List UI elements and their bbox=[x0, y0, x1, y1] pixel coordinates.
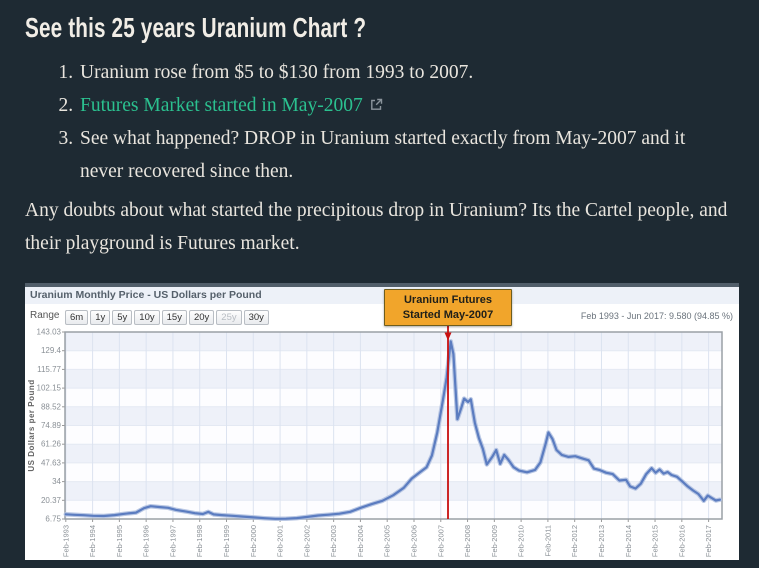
y-tick-label: 74.89 bbox=[41, 421, 62, 430]
x-tick-label: Feb-2008 bbox=[463, 525, 472, 557]
range-buttons: 6m 1y 5y 10y 15y 20y 25y 30y bbox=[65, 307, 271, 325]
chart-top-strip bbox=[25, 283, 739, 287]
x-tick-label: Feb-2006 bbox=[409, 525, 418, 557]
plot-band bbox=[65, 444, 722, 463]
annotation-line1: Uranium Futures bbox=[403, 294, 492, 306]
x-tick-label: Feb-2002 bbox=[302, 525, 311, 557]
annotation-line2: Started May-2007 bbox=[402, 308, 494, 321]
y-tick-label: 20.37 bbox=[41, 496, 62, 505]
x-tick-label: Feb-2003 bbox=[329, 525, 338, 557]
x-tick-label: Feb-2016 bbox=[677, 525, 686, 557]
x-tick-label: Feb-2013 bbox=[597, 525, 606, 557]
x-tick-label: Feb-1997 bbox=[168, 525, 177, 557]
range-button-1y[interactable]: 1y bbox=[90, 310, 111, 325]
range-button-30y[interactable]: 30y bbox=[243, 310, 269, 325]
range-button-20y[interactable]: 20y bbox=[188, 310, 215, 325]
futures-market-link[interactable]: Futures Market started in May-2007 bbox=[80, 95, 363, 117]
y-tick-label: 143.03 bbox=[37, 328, 62, 337]
list-item-1: Uranium rose from $5 to $130 from 1993 t… bbox=[78, 56, 712, 89]
plot-band bbox=[65, 369, 722, 389]
range-label: Range bbox=[30, 310, 60, 321]
external-link-icon bbox=[370, 89, 383, 122]
y-tick-label: 6.75 bbox=[45, 515, 61, 524]
plot-frame bbox=[64, 331, 723, 520]
x-tick-label: Feb-2009 bbox=[490, 525, 499, 557]
list-item-2: Futures Market started in May-2007 bbox=[78, 89, 712, 122]
y-tick-label: 115.77 bbox=[37, 365, 61, 374]
y-tick-label: 129.4 bbox=[41, 346, 62, 355]
x-tick-label: Feb-2014 bbox=[624, 525, 633, 557]
y-axis-title: US Dollars per Pound bbox=[27, 379, 36, 471]
plot-band bbox=[65, 406, 722, 426]
x-tick-label: Feb-2010 bbox=[517, 525, 526, 557]
y-tick-label: 47.63 bbox=[41, 458, 62, 467]
plot-band bbox=[65, 481, 722, 501]
chart-panel: Uranium Monthly Price - US Dollars per P… bbox=[25, 283, 739, 560]
x-tick-label: Feb-2017 bbox=[704, 525, 713, 557]
annotation-box: Uranium Futures Started May-2007 bbox=[384, 289, 512, 326]
x-tick-label: Feb-2001 bbox=[276, 525, 285, 557]
range-button-6m[interactable]: 6m bbox=[65, 310, 89, 325]
x-tick-label: Feb-1993 bbox=[61, 525, 70, 557]
chart-svg: 143.03 129.4 115.77 102.15 88.52 74.89 61.26 47… bbox=[27, 322, 723, 557]
x-tick-label: Feb-1994 bbox=[88, 525, 97, 557]
plot-band bbox=[65, 462, 722, 482]
page-heading: See this 25 years Uranium Chart ? bbox=[25, 12, 367, 43]
x-tick-label: Feb-1995 bbox=[115, 525, 124, 557]
y-tick-label: 34 bbox=[52, 477, 61, 486]
plot-band bbox=[65, 332, 722, 351]
period-summary: Feb 1993 - Jun 2017: 9.580 (94.85 %) bbox=[580, 311, 733, 321]
range-button-25y: 25y bbox=[216, 310, 242, 325]
x-tick-label: Feb-1996 bbox=[142, 525, 151, 557]
x-tick-label: Feb-2000 bbox=[249, 525, 258, 557]
x-tick-label: Feb-2011 bbox=[543, 525, 552, 557]
price-line bbox=[64, 340, 722, 520]
y-tick-label: 88.52 bbox=[41, 402, 62, 411]
list-item-3: See what happened? DROP in Uranium start… bbox=[78, 122, 712, 188]
y-tick-label: 102.15 bbox=[37, 384, 62, 393]
list-item-1-text: Uranium rose from $5 to $130 from 1993 t… bbox=[80, 62, 474, 83]
intro-paragraph: Any doubts about what started the precip… bbox=[25, 200, 728, 255]
chart-title-row: Uranium Monthly Price - US Dollars per P… bbox=[25, 287, 739, 304]
x-tick-label: Feb-1998 bbox=[195, 525, 204, 557]
x-tick-label: Feb-2004 bbox=[356, 525, 365, 557]
ordered-list: Uranium rose from $5 to $130 from 1993 t… bbox=[0, 56, 712, 189]
plot-band bbox=[65, 425, 722, 445]
range-button-15y[interactable]: 15y bbox=[161, 310, 187, 325]
y-tick-label: 61.26 bbox=[41, 440, 62, 449]
x-tick-label: Feb-2012 bbox=[570, 525, 579, 557]
range-button-5y[interactable]: 5y bbox=[112, 310, 133, 325]
plot-band bbox=[65, 388, 722, 407]
x-tick-label: Feb-2005 bbox=[383, 525, 392, 557]
x-tick-label: Feb-1999 bbox=[222, 525, 231, 557]
plot-band bbox=[65, 350, 722, 370]
x-tick-label: Feb-2015 bbox=[651, 525, 660, 557]
range-button-10y[interactable]: 10y bbox=[134, 310, 160, 325]
list-item-3-text: See what happened? DROP in Uranium start… bbox=[80, 128, 686, 183]
range-row: Range 6m 1y 5y 10y 15y 20y 25y 30y Feb 1993 - J… bbox=[25, 304, 739, 327]
chart-title: Uranium Monthly Price - US Dollars per P… bbox=[30, 289, 262, 301]
x-tick-label: Feb-2007 bbox=[436, 525, 445, 557]
